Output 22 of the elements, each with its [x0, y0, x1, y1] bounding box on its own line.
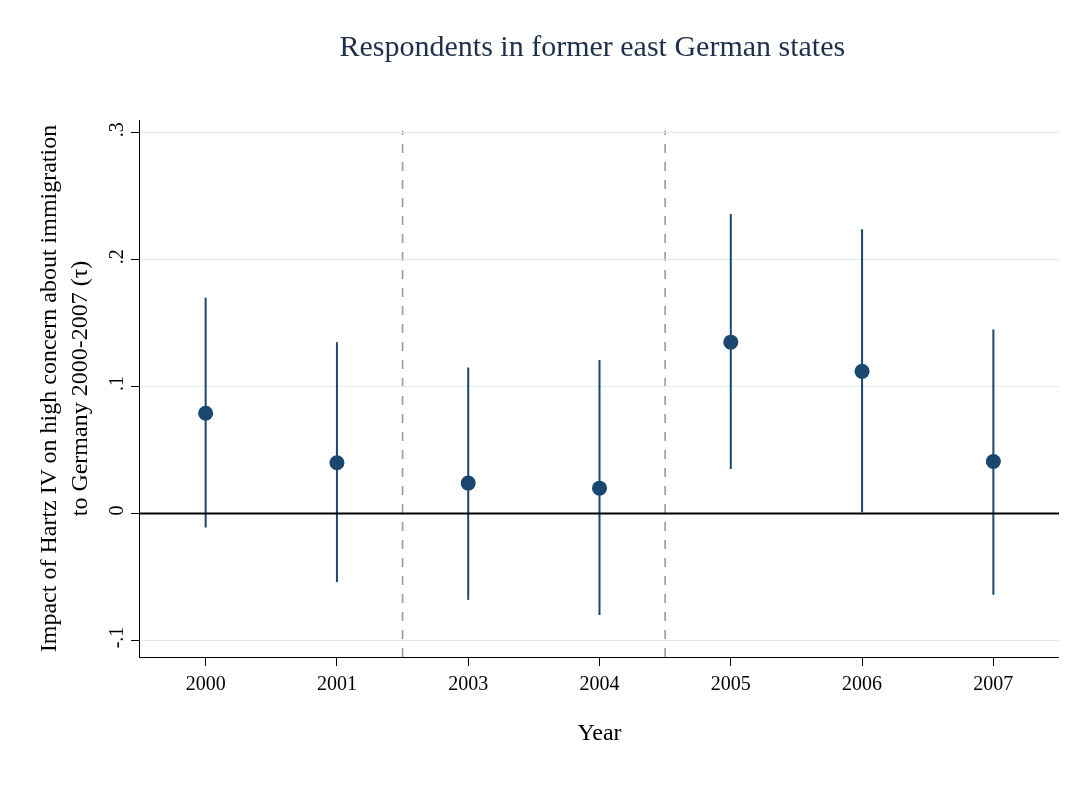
point — [329, 455, 345, 471]
chart-title: Respondents in former east German states — [339, 29, 846, 63]
point — [985, 454, 1001, 469]
x-tick-label: 2000 — [185, 672, 226, 694]
y-tick-label: .1 — [105, 376, 127, 392]
x-tick-label: 2005 — [710, 672, 751, 694]
point — [460, 475, 476, 491]
x-tick-label: 2004 — [579, 672, 620, 694]
y-axis-title: Impact of Hartz IV on high concern about immigration to Germany 2000-2007 (τ) — [34, 124, 93, 653]
y-tick-label: 0 — [105, 505, 127, 516]
x-tick-label: 2001 — [316, 672, 357, 694]
point — [854, 363, 870, 379]
y-tick-label: .3 — [105, 122, 127, 138]
x-axis-title: Year — [577, 719, 622, 746]
point — [723, 334, 739, 350]
point — [592, 480, 607, 496]
point — [198, 405, 214, 421]
x-tick-label: 2007 — [973, 672, 1014, 694]
y-tick-label: -.1 — [105, 626, 127, 649]
x-tick-label: 2006 — [842, 672, 883, 694]
y-tick-label: .2 — [105, 249, 127, 265]
x-tick-label: 2003 — [448, 672, 489, 694]
